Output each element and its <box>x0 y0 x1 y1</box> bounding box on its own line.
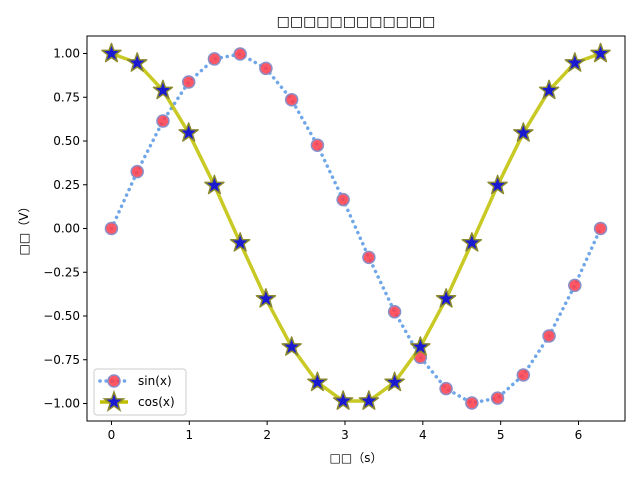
data-point-sin-x <box>336 192 350 207</box>
data-point-sin-x <box>593 221 608 236</box>
data-point-sin-x <box>465 396 479 410</box>
data-point-cos-x <box>564 52 586 72</box>
data-point-sin-x <box>542 329 556 343</box>
y-tick-label: 0.75 <box>53 90 80 104</box>
data-point-sin-x <box>310 138 325 152</box>
data-point-cos-x <box>178 122 199 142</box>
data-point-cos-x <box>513 122 534 142</box>
data-point-cos-x <box>204 174 225 195</box>
x-tick-label: 1 <box>185 428 193 442</box>
data-point-sin-x <box>104 221 119 236</box>
y-tick-label: 0.25 <box>53 178 80 192</box>
data-point-cos-x <box>281 336 302 356</box>
data-point-sin-x <box>130 164 144 179</box>
x-tick-label: 6 <box>575 428 583 442</box>
legend-marker-sin-x <box>107 374 121 388</box>
y-tick-label: 0.50 <box>53 134 80 148</box>
data-point-sin-x <box>439 381 453 396</box>
data-point-cos-x <box>332 390 354 410</box>
x-tick-label: 0 <box>108 428 116 442</box>
data-point-cos-x <box>590 42 611 63</box>
data-point-sin-x <box>362 250 376 265</box>
x-axis-label: □□（s） <box>330 451 383 465</box>
data-point-cos-x <box>358 390 380 410</box>
legend-marker-cos-x <box>102 389 126 412</box>
series-line-cos-x <box>110 51 602 403</box>
x-tick-label: 2 <box>263 428 271 442</box>
data-point-cos-x <box>435 288 457 308</box>
y-tick-label: −0.25 <box>43 265 80 279</box>
data-point-cos-x <box>307 371 328 392</box>
data-point-sin-x <box>568 278 582 293</box>
data-point-sin-x <box>233 47 247 61</box>
y-tick-label: 1.00 <box>53 47 80 61</box>
data-point-cos-x <box>229 232 251 252</box>
y-tick-label: −0.50 <box>43 309 80 323</box>
data-point-cos-x <box>487 174 508 195</box>
chart-title: □□□□□□□□□□□□ <box>277 14 436 30</box>
legend-label-cos-x: cos(x) <box>138 395 175 409</box>
data-point-cos-x <box>126 52 148 72</box>
data-point-sin-x <box>259 61 273 76</box>
y-tick-label: −1.00 <box>43 397 80 411</box>
legend-label-sin-x: sin(x) <box>138 374 172 388</box>
y-axis-label: □□（V） <box>17 201 31 256</box>
plot-series <box>101 42 611 410</box>
y-tick-label: 0.00 <box>53 222 80 236</box>
x-tick-label: 5 <box>497 428 505 442</box>
data-point-cos-x <box>255 288 277 308</box>
x-tick-label: 3 <box>341 428 349 442</box>
data-point-cos-x <box>152 79 174 100</box>
data-point-cos-x <box>410 336 431 356</box>
data-point-cos-x <box>384 371 405 392</box>
data-point-sin-x <box>516 368 531 382</box>
data-point-sin-x <box>284 92 299 107</box>
legend: sin(x) cos(x) <box>93 368 187 416</box>
data-point-sin-x <box>207 52 222 66</box>
data-point-sin-x <box>181 75 196 89</box>
y-axis: −1.00 −0.75 −0.50 −0.25 0.00 0.25 0.50 0.75 1.00 <box>43 47 87 411</box>
x-tick-label: 4 <box>419 428 427 442</box>
data-point-sin-x <box>490 391 505 405</box>
data-point-cos-x <box>101 42 122 63</box>
data-point-cos-x <box>461 232 483 252</box>
data-point-sin-x <box>156 114 170 128</box>
data-point-cos-x <box>538 79 560 100</box>
x-axis: 0 1 2 3 4 5 6 <box>108 421 583 442</box>
y-tick-label: −0.75 <box>43 353 80 367</box>
data-point-sin-x <box>387 305 402 319</box>
